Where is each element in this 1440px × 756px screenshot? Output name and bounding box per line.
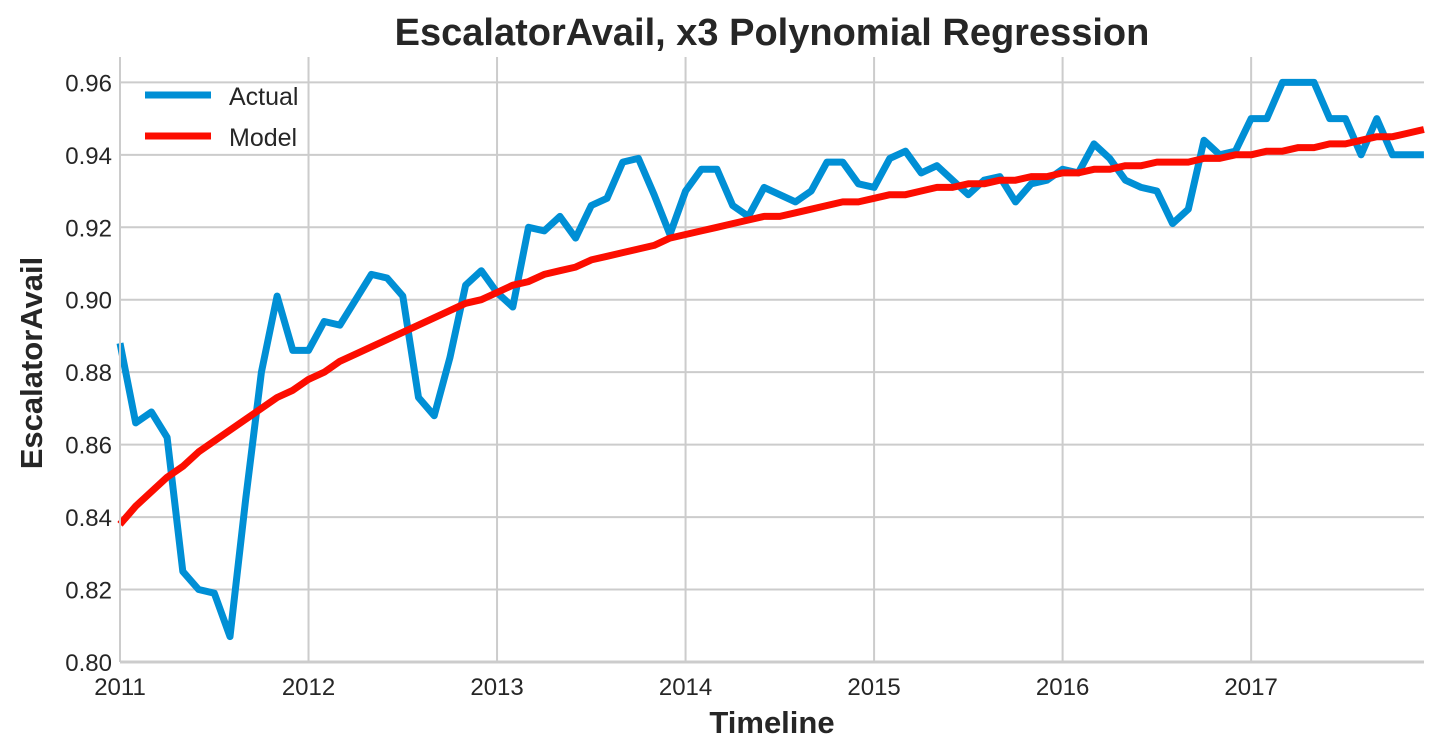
x-tick-label: 2011 (94, 674, 146, 701)
series-layer (116, 78, 1425, 641)
y-tick-label: 0.90 (65, 288, 112, 315)
y-tick-label: 0.92 (65, 215, 112, 242)
chart-title: EscalatorAvail, x3 Polynomial Regression (395, 12, 1150, 54)
tick-labels: 2011 2012 2013 2014 2015 2016 2017 0.80 0.82 0.84… (65, 70, 1278, 701)
y-tick-label: 0.96 (65, 70, 112, 97)
y-tick-label: 0.86 (65, 433, 112, 460)
grid (119, 57, 1424, 663)
series-line-model (117, 126, 1425, 527)
series-line-actual (116, 78, 1424, 641)
x-tick-label: 2014 (659, 674, 712, 701)
y-tick-label: 0.88 (65, 360, 112, 387)
x-tick-label: 2012 (282, 674, 335, 701)
legend-label-model: Model (229, 124, 297, 152)
legend-label-actual: Actual (229, 83, 298, 111)
x-tick-label: 2013 (470, 674, 523, 701)
x-tick-label: 2015 (847, 674, 900, 701)
y-tick-label: 0.80 (65, 650, 112, 677)
y-tick-label: 0.84 (65, 505, 112, 532)
axes (119, 57, 1424, 664)
legend: Actual Model (145, 83, 298, 152)
y-tick-label: 0.82 (65, 578, 112, 605)
x-tick-label: 2016 (1036, 674, 1089, 701)
x-axis-label: Timeline (709, 705, 834, 740)
y-axis-label: EscalatorAvail (14, 257, 49, 470)
y-tick-label: 0.94 (65, 143, 112, 170)
x-tick-label: 2017 (1224, 674, 1277, 701)
